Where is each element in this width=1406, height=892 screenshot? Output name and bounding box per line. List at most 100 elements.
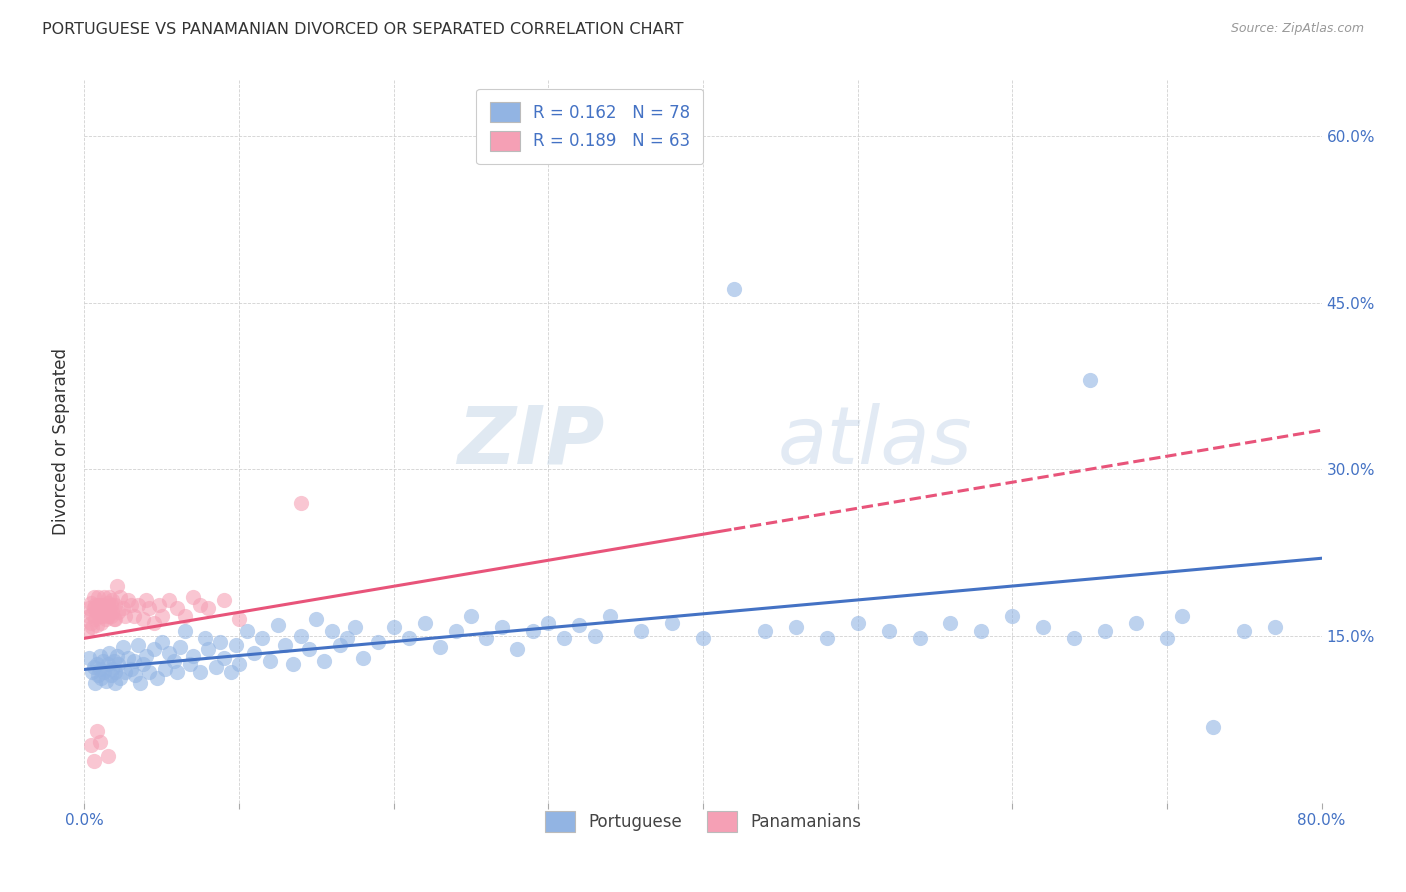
Point (723, 282, 745, 296)
Point (76, 624, 98, 638)
Point (86, 605, 108, 619)
Legend: Portuguese, Panamanians: Portuguese, Panamanians (531, 798, 875, 845)
Point (1264, 620, 1286, 634)
Y-axis label: Divorced or Separated: Divorced or Separated (52, 348, 70, 535)
Point (87, 598, 110, 612)
Point (89, 609, 111, 624)
Point (112, 640, 135, 655)
Point (274, 638, 297, 652)
Point (228, 657, 250, 671)
Point (93, 601, 115, 615)
Text: ZIP: ZIP (457, 402, 605, 481)
Point (1063, 632, 1085, 646)
Point (96, 749, 118, 764)
Point (107, 657, 129, 671)
Text: atlas: atlas (778, 402, 972, 481)
Point (815, 632, 838, 646)
Point (105, 579, 128, 593)
Point (970, 624, 993, 638)
Point (79, 596, 101, 610)
Point (122, 653, 145, 667)
Point (90, 671, 112, 685)
Point (281, 657, 305, 671)
Point (90, 615, 112, 630)
Point (91, 609, 114, 624)
Point (86, 618, 108, 632)
Point (94, 673, 117, 688)
Point (336, 632, 359, 646)
Point (124, 668, 146, 682)
Point (382, 620, 405, 634)
Point (225, 638, 247, 652)
Point (267, 618, 290, 632)
Point (79, 738, 101, 752)
Point (103, 612, 125, 626)
Point (568, 618, 591, 632)
Point (94, 612, 117, 626)
Point (312, 653, 335, 667)
Point (87, 668, 110, 682)
Point (305, 612, 328, 626)
Point (290, 629, 312, 643)
Point (120, 662, 142, 676)
Point (98, 601, 121, 615)
Point (1032, 620, 1054, 634)
Point (197, 642, 219, 657)
Point (159, 593, 180, 607)
Point (188, 598, 211, 612)
Point (197, 601, 219, 615)
Point (93, 665, 115, 679)
Point (127, 598, 149, 612)
Point (89, 598, 111, 612)
Point (352, 651, 374, 665)
Point (328, 638, 352, 652)
Point (908, 632, 931, 646)
Point (103, 653, 125, 667)
Point (100, 598, 122, 612)
Point (86, 657, 108, 671)
Point (1233, 624, 1256, 638)
Point (82, 665, 104, 679)
Point (77, 651, 100, 665)
Point (84, 598, 107, 612)
Point (91, 653, 114, 667)
Point (89, 734, 111, 748)
Point (413, 615, 436, 630)
Point (939, 615, 962, 630)
Point (243, 646, 266, 660)
Point (235, 624, 259, 638)
Point (174, 624, 197, 638)
Point (138, 601, 160, 615)
Point (90, 605, 112, 619)
Point (290, 496, 312, 510)
Point (1156, 632, 1178, 646)
Point (82, 607, 104, 621)
Point (132, 612, 155, 626)
Point (87, 590, 110, 604)
Point (101, 605, 124, 619)
Point (89, 662, 111, 676)
Point (1001, 609, 1024, 624)
Point (96, 657, 118, 671)
Point (117, 651, 139, 665)
Point (108, 590, 131, 604)
Point (82, 620, 104, 634)
Point (877, 624, 900, 638)
Point (661, 615, 683, 630)
Point (135, 649, 157, 664)
Point (146, 671, 169, 685)
Point (1094, 624, 1116, 638)
Point (166, 665, 188, 679)
Point (630, 624, 652, 638)
Point (212, 651, 235, 665)
Point (105, 649, 128, 664)
Point (104, 612, 127, 626)
Point (101, 593, 124, 607)
Point (166, 601, 188, 615)
Point (127, 638, 149, 652)
Point (108, 671, 131, 685)
Point (132, 657, 155, 671)
Point (188, 665, 211, 679)
Point (169, 640, 191, 655)
Point (129, 675, 152, 690)
